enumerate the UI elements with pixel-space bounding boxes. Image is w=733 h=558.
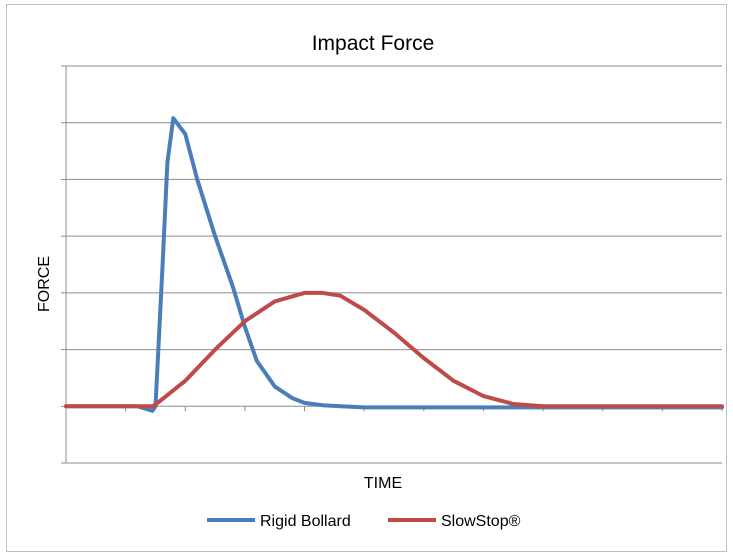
- chart-frame: [6, 4, 727, 552]
- series-group: [64, 116, 724, 413]
- grid-lines: [66, 65, 722, 464]
- chart-title: Impact Force: [312, 32, 435, 55]
- y-axis-label: FORCE: [36, 256, 53, 312]
- x-axis-label: TIME: [364, 475, 402, 492]
- axes: [61, 65, 723, 464]
- series-line-slowstop: [64, 290, 724, 409]
- legend: Rigid Bollard SlowStop®: [207, 513, 521, 530]
- legend-label-slowstop: SlowStop®: [441, 513, 521, 530]
- legend-label-rigid-bollard: Rigid Bollard: [260, 513, 351, 530]
- series-line-rigid-bollard: [64, 116, 724, 413]
